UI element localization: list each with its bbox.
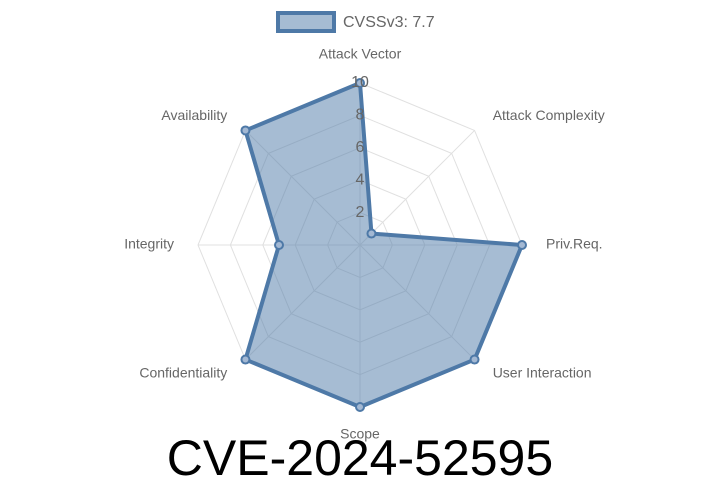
radar-point (355, 78, 365, 88)
radar-point (274, 240, 284, 250)
axis-label: Availability (161, 107, 227, 123)
radar-point (240, 125, 251, 136)
legend-swatch (276, 11, 336, 33)
r-tick-label: 4 (356, 171, 365, 188)
radar-point (469, 354, 480, 365)
radar-point (240, 354, 251, 365)
radar-area (243, 81, 524, 409)
axis-label: Attack Vector (319, 46, 402, 62)
radar-point (366, 228, 377, 239)
r-tick-label: 6 (356, 139, 365, 156)
spoke (359, 130, 475, 246)
axis-label: Scope (340, 426, 380, 442)
axis-label: Confidentiality (139, 364, 227, 380)
chart-title: CVE-2024-52595 (167, 430, 553, 486)
axis-label: Attack Complexity (493, 107, 605, 123)
legend-label: CVSSv3: 7.7 (343, 14, 435, 31)
r-tick-label: 2 (356, 204, 365, 221)
axis-label: User Interaction (493, 364, 592, 380)
radar-point (517, 240, 527, 250)
axis-label: Priv.Req. (546, 236, 603, 252)
axis-label: Integrity (124, 236, 174, 252)
r-tick-label: 10 (351, 74, 369, 91)
r-tick-label: 8 (356, 107, 365, 124)
radar-point (355, 402, 365, 412)
